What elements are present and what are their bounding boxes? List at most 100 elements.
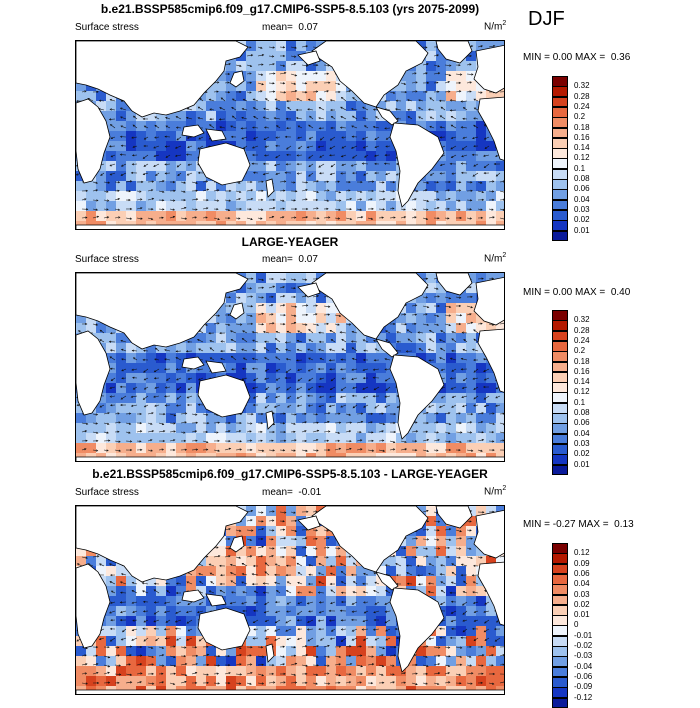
stress-arrow xyxy=(422,63,429,66)
field-cell xyxy=(146,646,157,657)
field-cell xyxy=(126,393,137,404)
stress-arrow xyxy=(340,570,347,576)
field-cell xyxy=(496,636,504,647)
field-cell xyxy=(296,363,307,374)
field-cell xyxy=(456,433,467,444)
field-cell xyxy=(196,566,207,577)
stress-arrow xyxy=(81,90,87,93)
field-cell xyxy=(266,71,277,82)
stress-arrow xyxy=(109,98,116,102)
stress-arrow xyxy=(439,339,446,343)
stress-arrow xyxy=(323,529,330,532)
field-cell xyxy=(476,353,487,364)
field-cell xyxy=(276,81,287,92)
stress-arrow xyxy=(301,430,307,433)
field-cell xyxy=(96,646,107,657)
stress-arrow xyxy=(147,672,154,676)
field-cell xyxy=(346,101,357,112)
field-cell xyxy=(346,373,357,384)
stress-arrow xyxy=(285,348,292,352)
field-cell xyxy=(486,626,497,637)
field-cell xyxy=(176,201,187,212)
stress-arrow xyxy=(455,412,461,415)
stress-arrow xyxy=(306,628,314,631)
field-cell xyxy=(226,201,237,212)
stress-arrow xyxy=(411,440,418,443)
stress-arrow xyxy=(433,295,440,298)
field-cell xyxy=(106,191,117,202)
stress-arrow xyxy=(197,403,204,406)
stress-arrow xyxy=(290,278,297,281)
stress-arrow xyxy=(418,348,424,352)
field-cell xyxy=(296,343,307,354)
stress-arrow xyxy=(297,377,303,382)
stress-arrow xyxy=(372,628,380,631)
field-cell xyxy=(326,676,337,687)
field-cell xyxy=(416,91,427,102)
field-cell xyxy=(376,141,387,152)
field-cell xyxy=(176,596,187,607)
stress-arrow xyxy=(180,663,188,666)
colorbar-swatch xyxy=(552,433,568,445)
stress-arrow xyxy=(202,663,210,666)
stress-arrow xyxy=(220,97,226,102)
field-cell xyxy=(316,111,327,122)
stress-arrow xyxy=(477,421,484,424)
stress-arrow xyxy=(209,124,215,129)
stress-arrow xyxy=(428,329,435,334)
stress-arrow xyxy=(422,90,428,94)
stress-arrow xyxy=(257,422,264,425)
stress-arrow xyxy=(176,637,182,641)
field-cell xyxy=(166,403,177,414)
stress-arrow xyxy=(185,350,193,353)
field-cell xyxy=(216,211,227,222)
stress-arrow xyxy=(307,98,314,102)
stress-arrow xyxy=(477,672,484,675)
stress-arrow xyxy=(169,664,177,667)
stress-arrow xyxy=(279,295,286,298)
colorbar-swatch xyxy=(552,209,568,221)
stress-arrow xyxy=(484,601,490,605)
colorbar-swatch xyxy=(552,148,568,159)
stress-arrow xyxy=(208,98,215,102)
stress-arrow xyxy=(224,537,231,541)
field-cell xyxy=(276,71,287,82)
field-cell xyxy=(376,636,387,647)
field-cell xyxy=(186,616,197,627)
stress-arrow xyxy=(158,448,164,451)
field-cell xyxy=(296,576,307,587)
stress-arrow xyxy=(286,610,292,613)
field-cell xyxy=(256,636,267,647)
stress-arrow xyxy=(224,208,231,212)
stress-arrow xyxy=(92,654,98,657)
stress-arrow xyxy=(279,82,286,85)
field-cell xyxy=(176,586,187,597)
field-cell xyxy=(246,586,257,597)
stress-arrow xyxy=(323,189,330,192)
field-cell xyxy=(306,646,317,657)
field-cell xyxy=(196,676,207,687)
field-cell xyxy=(366,181,377,192)
field-cell xyxy=(246,101,257,112)
stress-arrow xyxy=(290,556,296,559)
field-cell xyxy=(366,433,377,444)
field-cell xyxy=(86,676,97,687)
field-cell xyxy=(236,121,247,132)
stress-arrow xyxy=(319,395,325,398)
field-cell xyxy=(356,191,367,202)
field-cell xyxy=(256,191,267,202)
stress-arrow xyxy=(351,347,358,352)
field-cell xyxy=(126,636,137,647)
field-cell xyxy=(306,201,317,212)
stress-arrow xyxy=(422,430,429,433)
field-cell xyxy=(266,596,277,607)
field-cell xyxy=(316,666,327,677)
field-cell xyxy=(356,373,367,384)
field-cell xyxy=(426,201,437,212)
field-cell xyxy=(256,393,267,404)
stress-arrow xyxy=(268,430,275,434)
stress-arrow xyxy=(191,189,198,192)
stress-arrow xyxy=(187,377,193,380)
stress-arrow xyxy=(136,198,143,201)
field-cell xyxy=(376,151,387,162)
